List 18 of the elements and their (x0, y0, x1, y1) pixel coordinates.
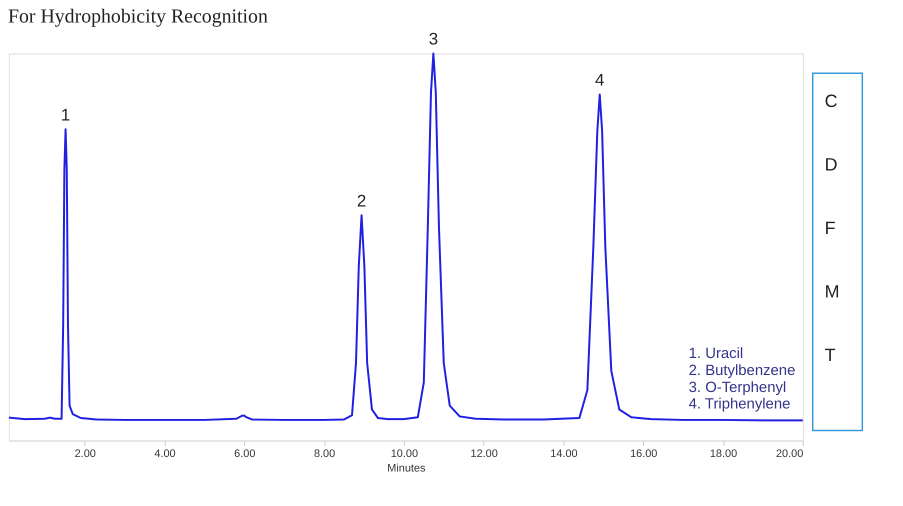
x-tick-label: 2.00 (74, 448, 96, 460)
x-tick-label: 4.00 (154, 448, 176, 460)
annotation: 4 (595, 70, 604, 90)
annotation: 1. Uracil 2. Butylbenzene 3. O-Terphenyl 4. Triphenylene (688, 346, 796, 413)
x-axis-title: Minutes (387, 462, 426, 475)
annotation: 2 (356, 191, 366, 210)
x-tick-label: 12.00 (470, 448, 498, 460)
x-tick-label: 18.00 (710, 448, 738, 460)
x-tick-label: 10.00 (390, 448, 418, 460)
annotation: 1 (60, 105, 70, 124)
chart-title: For Hydrophobicity Recognition (8, 6, 268, 28)
x-tick-label: 8.00 (314, 448, 336, 460)
annotation: 3 (428, 30, 438, 49)
x-tick-label: 20.00 (776, 448, 804, 460)
x-tick-label: 16.00 (630, 448, 658, 460)
x-tick-label: 14.00 (550, 448, 578, 460)
x-tick-label: 6.00 (234, 448, 256, 460)
text: C D F M T (824, 91, 840, 366)
